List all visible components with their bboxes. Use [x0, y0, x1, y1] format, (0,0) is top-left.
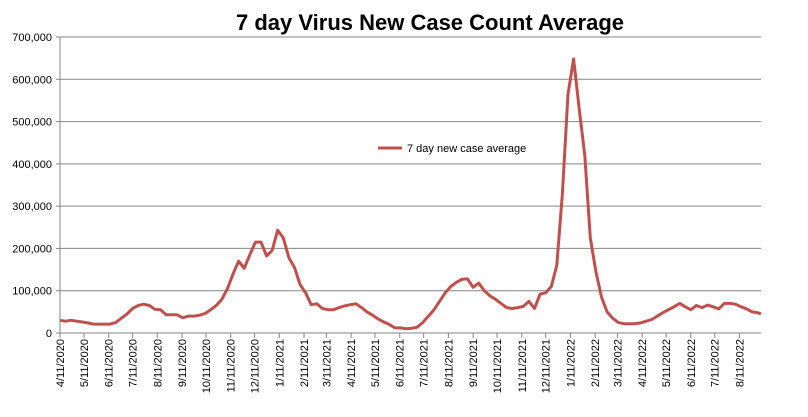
- x-tick-label: 8/11/2020: [152, 339, 164, 387]
- x-tick-label: 11/11/2021: [517, 339, 529, 392]
- x-tick-label: 8/11/2022: [734, 339, 746, 387]
- chart-title: 7 day Virus New Case Count Average: [236, 10, 624, 35]
- x-tick-label: 7/11/2021: [419, 339, 431, 387]
- x-tick-label: 12/11/2021: [541, 339, 553, 393]
- y-tick-label: 300,000: [12, 201, 52, 213]
- x-tick-label: 3/11/2021: [321, 339, 333, 387]
- x-tick-label: 10/11/2020: [201, 339, 213, 393]
- x-tick-label: 2/11/2022: [590, 339, 602, 387]
- x-tick-label: 7/11/2020: [128, 339, 140, 387]
- x-tick-label: 7/11/2022: [710, 339, 722, 387]
- x-tick-label: 4/11/2020: [55, 339, 67, 387]
- x-tick-label: 2/11/2021: [299, 339, 311, 387]
- y-axis-ticks: 0 100,000 200,000 300,000 400,000 500,000 600,…: [12, 32, 52, 340]
- y-tick-label: 400,000: [12, 159, 52, 171]
- gridlines: [60, 36, 761, 292]
- axes: [56, 36, 761, 338]
- x-tick-label: 9/11/2021: [468, 339, 480, 387]
- x-axis-ticks: 4/11/2020 5/11/2020 6/11/2020 7/11/2020 8/11…: [55, 339, 746, 393]
- x-tick-label: 10/11/2021: [492, 339, 504, 393]
- x-tick-label: 5/11/2022: [661, 339, 673, 387]
- y-tick-label: 600,000: [12, 74, 52, 86]
- legend: 7 day new case average: [378, 143, 526, 155]
- y-tick-label: 0: [46, 328, 52, 340]
- x-tick-label: 1/11/2022: [565, 339, 577, 387]
- series-group: [59, 57, 762, 331]
- x-tick-label: 11/11/2020: [226, 339, 238, 392]
- y-tick-label: 200,000: [12, 243, 52, 255]
- x-tick-label: 12/11/2020: [250, 339, 262, 393]
- x-tick-label: 6/11/2020: [104, 339, 116, 387]
- x-tick-label: 4/11/2021: [346, 339, 358, 387]
- x-tick-label: 6/11/2022: [686, 339, 698, 387]
- x-tick-label: 6/11/2021: [395, 339, 407, 387]
- x-tick-label: 1/11/2021: [274, 339, 286, 387]
- x-tick-label: 5/11/2021: [370, 339, 382, 387]
- x-tick-label: 8/11/2021: [443, 339, 455, 387]
- series-line: [59, 57, 762, 331]
- legend-label: 7 day new case average: [407, 143, 526, 155]
- x-tick-label: 3/11/2022: [612, 339, 624, 387]
- y-tick-label: 700,000: [12, 32, 52, 44]
- x-tick-label: 4/11/2022: [637, 339, 649, 387]
- y-tick-label: 500,000: [12, 117, 52, 129]
- x-tick-label: 5/11/2020: [79, 339, 91, 387]
- y-tick-label: 100,000: [12, 286, 52, 298]
- x-tick-label: 9/11/2020: [177, 339, 189, 387]
